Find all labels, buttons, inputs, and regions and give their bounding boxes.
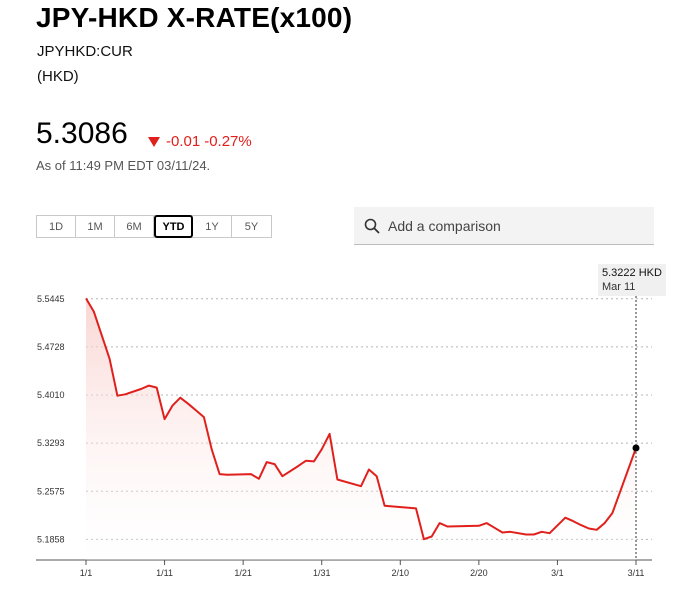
range-button-ytd[interactable]: YTD <box>154 215 193 238</box>
add-comparison-placeholder: Add a comparison <box>388 217 501 234</box>
hover-point <box>632 444 640 452</box>
currency-label: (HKD) <box>37 68 79 85</box>
page-title: JPY-HKD X-RATE(x100) <box>36 2 353 33</box>
price-value: 5.3086 <box>36 117 128 150</box>
range-selector: 1D 1M 6M YTD 1Y 5Y <box>36 215 272 238</box>
add-comparison-input[interactable]: Add a comparison <box>354 207 654 245</box>
down-arrow-icon <box>148 136 160 147</box>
range-button-1y[interactable]: 1Y <box>193 216 232 237</box>
hover-tooltip: 5.3222 HKD Mar 11 <box>598 264 666 296</box>
price-change: -0.01 -0.27% <box>148 133 252 150</box>
range-button-1m[interactable]: 1M <box>76 216 115 237</box>
x-tick-label: 1/11 <box>156 568 173 578</box>
x-tick-label: 1/31 <box>313 568 331 578</box>
tooltip-date: Mar 11 <box>602 281 636 293</box>
y-tick-label: 5.4728 <box>37 342 65 352</box>
y-tick-label: 5.3293 <box>37 438 65 448</box>
range-button-6m[interactable]: 6M <box>115 216 154 237</box>
x-tick-label: 1/21 <box>234 568 252 578</box>
change-percent: -0.27% <box>204 133 252 150</box>
y-tick-label: 5.4010 <box>37 390 65 400</box>
x-tick-label: 2/10 <box>392 568 410 578</box>
x-tick-label: 1/1 <box>80 568 93 578</box>
y-tick-label: 5.1858 <box>37 534 65 544</box>
x-tick-label: 3/11 <box>628 568 645 578</box>
range-button-1d[interactable]: 1D <box>37 216 76 237</box>
change-value: -0.01 <box>166 133 201 150</box>
tooltip-value: 5.3222 HKD <box>602 267 662 279</box>
price-area-fill <box>86 298 636 560</box>
price-line-series <box>85 297 637 541</box>
y-tick-label: 5.5445 <box>37 294 65 304</box>
ticker-symbol: JPYHKD:CUR <box>37 43 133 60</box>
x-tick-label: 2/20 <box>470 568 488 578</box>
y-tick-label: 5.2575 <box>37 486 65 496</box>
as-of-timestamp: As of 11:49 PM EDT 03/11/24. <box>36 158 211 173</box>
x-tick-label: 3/1 <box>551 568 564 578</box>
range-button-5y[interactable]: 5Y <box>232 216 271 237</box>
search-icon <box>364 218 380 233</box>
